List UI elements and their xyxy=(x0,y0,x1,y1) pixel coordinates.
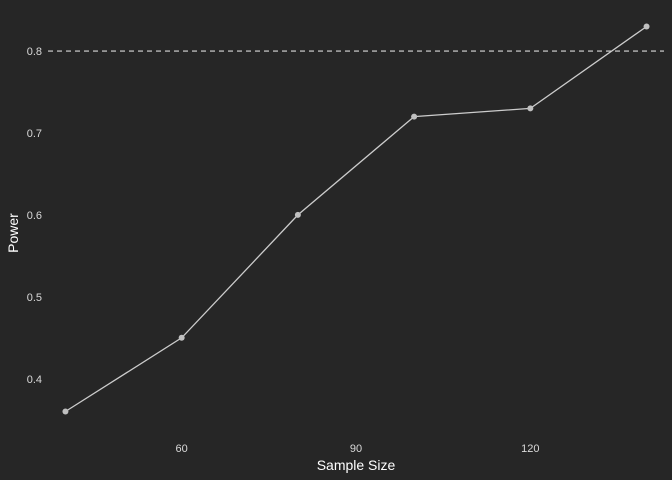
y-tick-label: 0.8 xyxy=(27,46,42,58)
series-line-layer xyxy=(65,25,647,413)
y-tick-label: 0.7 xyxy=(27,128,42,140)
y-tick-label: 0.5 xyxy=(27,292,42,304)
x-tick-label: 60 xyxy=(176,443,188,455)
data-point xyxy=(411,113,418,120)
x-tick-label: 90 xyxy=(350,443,362,455)
x-axis-title: Sample Size xyxy=(317,457,396,473)
x-axis-ticks: 60 90 120 xyxy=(176,443,540,455)
data-point xyxy=(62,408,69,415)
y-axis-ticks: 0.4 0.5 0.6 0.7 0.8 xyxy=(27,46,42,386)
data-point xyxy=(178,334,185,341)
x-tick-label: 120 xyxy=(521,443,539,455)
data-points-layer xyxy=(62,23,650,415)
y-tick-label: 0.4 xyxy=(27,374,42,386)
data-point xyxy=(294,211,301,218)
series-line xyxy=(65,25,647,413)
y-axis-title: Power xyxy=(5,213,21,253)
y-tick-label: 0.6 xyxy=(27,210,42,222)
data-point xyxy=(527,105,534,112)
data-point xyxy=(643,23,650,30)
